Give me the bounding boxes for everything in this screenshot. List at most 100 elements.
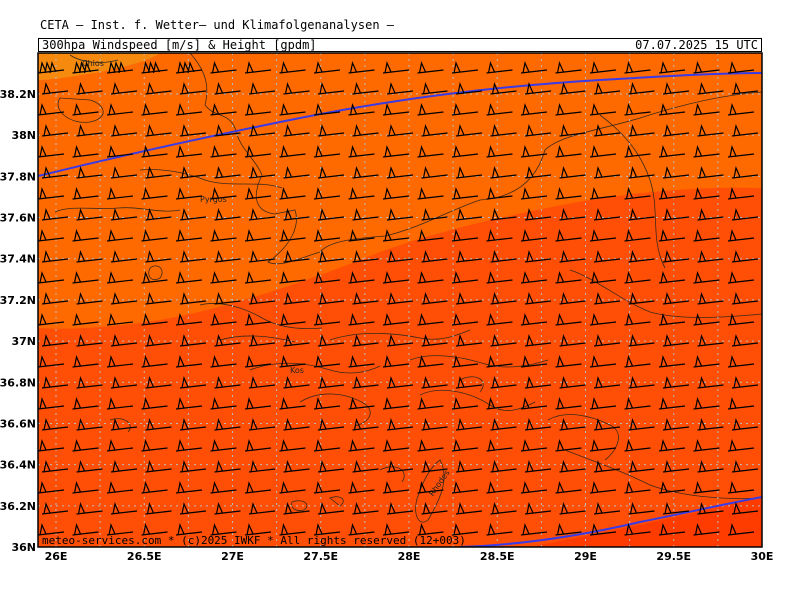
wind-barb-icon (520, 523, 548, 536)
wind-barb-icon (382, 187, 410, 200)
wind-barb-icon (248, 208, 276, 221)
wind-barb-icon (658, 355, 686, 368)
wind-barb-icon (145, 460, 172, 473)
wind-barb-icon (386, 292, 414, 305)
wind-barb-icon (313, 103, 341, 116)
wind-barb-icon (451, 481, 479, 494)
latitude-tick-label: 37N (11, 335, 36, 348)
windspeed-band-mid (38, 53, 762, 329)
wind-barb-icon (455, 376, 483, 389)
wind-barb-icon (179, 502, 207, 515)
wind-barb-icon (179, 376, 207, 389)
wind-barb-icon (313, 313, 341, 326)
wind-barb-icon (279, 103, 306, 116)
wind-barb-icon (421, 166, 448, 179)
wind-barb-icon (490, 208, 517, 221)
wind-barb-icon (106, 439, 134, 452)
wind-barb-icon (731, 82, 759, 95)
wind-barb-icon (352, 334, 379, 347)
wind-barb-icon (41, 376, 69, 389)
wind-barb-icon (524, 460, 552, 473)
wind-barb-icon (382, 145, 410, 158)
wind-barb-icon (417, 397, 444, 410)
wind-barb-icon (145, 292, 172, 305)
wind-barb-icon (524, 250, 552, 263)
wind-barb-icon (41, 250, 69, 263)
wind-barb-icon (697, 418, 724, 431)
wind-barb-icon (348, 145, 375, 158)
wind-barb-icon (248, 460, 276, 473)
wind-barb-icon (382, 397, 410, 410)
wind-barb-icon (313, 61, 341, 74)
wind-barb-icon (72, 397, 99, 410)
wind-barb-icon (72, 355, 99, 368)
wind-barb-icon (76, 418, 103, 431)
wind-barb-icon (72, 439, 99, 452)
latitude-tick-label: 37.8N (0, 170, 36, 183)
wind-barb-icon (348, 355, 375, 368)
wind-barb-icon (451, 187, 479, 200)
wind-barb-icon (175, 61, 203, 74)
wind-barb-icon (628, 82, 655, 95)
wind-barb-icon (451, 145, 479, 158)
wind-barb-icon (210, 523, 237, 536)
longitude-tick-label: 28.5E (480, 550, 515, 563)
wind-barb-icon (524, 502, 552, 515)
wind-barb-icon (214, 208, 241, 221)
wind-barb-icon (455, 334, 483, 347)
latitude-axis: 38.2N 38N 37.8N 37.6N 37.4N 37.2N 37N 36.8N 36.6… (0, 88, 36, 554)
wind-barb-icon (279, 229, 306, 242)
wind-barb-icon (145, 166, 172, 179)
wind-barb-icon (175, 187, 203, 200)
wind-barb-icon (555, 439, 582, 452)
wind-barb-icon (593, 460, 621, 473)
wind-barb-icon (382, 229, 410, 242)
wind-barb-icon (179, 82, 207, 95)
wind-barb-icon (693, 145, 720, 158)
wind-barb-icon (421, 460, 448, 473)
wind-barb-icon (382, 439, 410, 452)
wind-barb-icon (662, 292, 690, 305)
wind-barb-icon (624, 61, 651, 74)
wind-barb-icon (658, 145, 686, 158)
wind-barb-icon (175, 145, 203, 158)
wind-barb-icon (628, 292, 655, 305)
wind-barb-icon (283, 208, 310, 221)
wind-barb-icon (589, 271, 617, 284)
wind-barb-icon (486, 229, 513, 242)
wind-barb-icon (417, 355, 444, 368)
wind-barb-icon (179, 208, 207, 221)
wind-barb-icon (141, 229, 168, 242)
wind-barb-icon (145, 334, 172, 347)
wind-barb-icon (110, 292, 138, 305)
wind-barb-icon (662, 376, 690, 389)
wind-barb-icon (524, 208, 552, 221)
wind-barb-icon (662, 250, 690, 263)
wind-barb-icon (352, 376, 379, 389)
wind-barb-icon (559, 124, 586, 137)
wind-barb-icon (313, 523, 341, 536)
wind-barb-icon (520, 61, 548, 74)
wind-barb-icon (455, 292, 483, 305)
wind-barb-icon (72, 271, 99, 284)
wind-barb-icon (38, 313, 65, 326)
wind-barb-icon (524, 292, 552, 305)
wind-barb-icon (72, 103, 99, 116)
wind-barb-icon (214, 292, 241, 305)
wind-barb-icon (559, 166, 586, 179)
wind-barb-icon (175, 229, 203, 242)
wind-barb-icon (248, 166, 276, 179)
wind-barb-icon (283, 460, 310, 473)
wind-barb-icon (524, 334, 552, 347)
wind-barb-icon (106, 313, 134, 326)
wind-barb-icon (283, 418, 310, 431)
wind-barb-icon (628, 166, 655, 179)
wind-barb-icon (145, 124, 172, 137)
wind-barb-icon (214, 334, 241, 347)
wind-barb-icon (145, 418, 172, 431)
wind-barb-icon (244, 187, 272, 200)
wind-barb-icon (417, 187, 444, 200)
wind-barb-icon (555, 481, 582, 494)
wind-barb-icon (421, 124, 448, 137)
